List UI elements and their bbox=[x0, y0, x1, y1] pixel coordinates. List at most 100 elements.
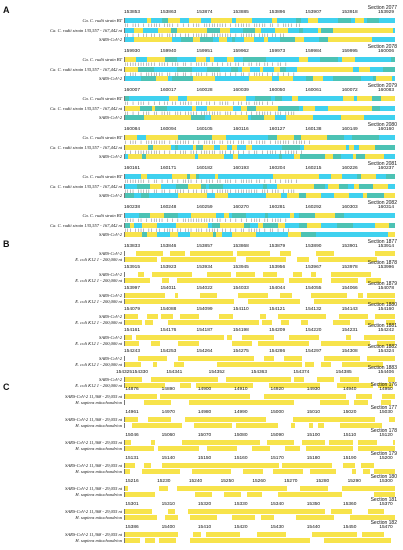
alignment-section: Section 177 14961 14970 14980 14990 15000 1501… bbox=[0, 405, 403, 429]
tick-label: 153907 bbox=[305, 10, 322, 15]
position-ruler: 15301 15310 15320 15330 15340 15350 15360 15370 bbox=[124, 502, 394, 508]
tick-label: 15030 bbox=[379, 410, 393, 415]
tick-label: 160006 bbox=[377, 49, 395, 54]
alignment-section: Section 1879 153997 154011 154022 154033 1540… bbox=[0, 281, 403, 304]
alignment-section: Section 181 15301 15310 15320 15330 15340 1535… bbox=[0, 497, 403, 521]
tick-label: 15120 bbox=[379, 433, 393, 438]
sequence-track bbox=[124, 377, 395, 382]
tick-label: 153956 bbox=[269, 265, 286, 270]
position-ruler: 154079 154088 154099 154110 154121 154132 1541… bbox=[124, 307, 394, 313]
tick-label: 14876 bbox=[125, 387, 139, 392]
sequence-track bbox=[124, 257, 395, 262]
sequence-track bbox=[124, 335, 395, 340]
sequence-label: SARS-CoV-2 11,368 - 29,055 nt bbox=[65, 509, 122, 514]
alignment-section: Section 2081 160161 160171 160182 160193 1602… bbox=[0, 161, 403, 201]
match-line: | ||| | |||||||| | |||||| | | ||||| || |… bbox=[124, 140, 312, 144]
match-line: || | | || || || |||| | || |||||| |||||||… bbox=[124, 33, 285, 37]
sequence-track bbox=[124, 362, 395, 367]
sequence-label: SARS-CoV-2 bbox=[99, 272, 122, 277]
sequence-track bbox=[124, 446, 395, 451]
tick-label: 160050 bbox=[269, 88, 286, 93]
sequence-label: H. sapiens mitochondrion bbox=[75, 515, 122, 520]
tick-label: 153978 bbox=[341, 265, 358, 270]
tick-label: 160204 bbox=[269, 166, 286, 171]
alignment-section: Section 1878 153915 153923 153934 153945 1539… bbox=[0, 260, 403, 283]
tick-label: 15200 bbox=[379, 456, 393, 461]
sequence-track bbox=[124, 356, 395, 361]
tick-label: 153874 bbox=[196, 10, 213, 15]
tick-label: 154033 bbox=[232, 286, 249, 291]
tick-label: 160017 bbox=[160, 88, 177, 93]
tick-label: 15470 bbox=[379, 525, 393, 530]
sequence-track bbox=[124, 314, 395, 319]
panel-letter: B bbox=[3, 239, 10, 249]
tick-label: 154121 bbox=[269, 307, 286, 312]
alignment-section: Section 1881 154161 154176 154187 154198 1542… bbox=[0, 323, 403, 346]
sequence-track bbox=[124, 37, 395, 42]
tick-label: 154308 bbox=[341, 349, 358, 354]
sequence-track bbox=[124, 469, 395, 474]
tick-label: 154352 bbox=[208, 370, 225, 375]
section-label: Section 2080 bbox=[367, 122, 397, 128]
tick-label: 159973 bbox=[269, 49, 286, 54]
section-label: Section 2078 bbox=[367, 44, 397, 50]
sequence-track bbox=[124, 293, 395, 298]
sequence-track bbox=[124, 320, 395, 325]
sequence-label: Ca. C. rudii strain 135,557 - 167,442 nt bbox=[50, 67, 122, 72]
sequence-label: E. coli K12 1 - 200,000 nt bbox=[75, 257, 122, 262]
tick-label: 160281 bbox=[269, 205, 286, 210]
sequence-track bbox=[124, 463, 395, 468]
sequence-label: E. coli K12 1 - 200,000 nt bbox=[75, 341, 122, 346]
tick-label: 15440 bbox=[306, 525, 321, 530]
position-ruler: 159930 159940 159951 159962 159973 159984 1599… bbox=[124, 49, 394, 55]
tick-label: 153853 bbox=[123, 10, 141, 15]
tick-label: 159984 bbox=[305, 49, 322, 54]
tick-label: 15400 bbox=[161, 525, 175, 530]
tick-label: 15250 bbox=[220, 479, 234, 484]
tick-label: 153945 bbox=[232, 265, 249, 270]
tick-label: 153896 bbox=[269, 10, 286, 15]
sequence-label: Ca. C. rudii strain BT bbox=[82, 174, 122, 179]
tick-label: 153996 bbox=[377, 265, 395, 270]
tick-label: 14890 bbox=[161, 387, 175, 392]
section-label: Section 1882 bbox=[367, 344, 397, 350]
sequence-label: Ca. C. rudii strain 135,557 - 167,442 nt bbox=[50, 28, 122, 33]
tick-label: 160007 bbox=[123, 88, 141, 93]
sequence-track bbox=[124, 106, 395, 111]
tick-label: 15140 bbox=[161, 456, 175, 461]
section-label: Section 182 bbox=[370, 520, 397, 526]
tick-label: 159995 bbox=[341, 49, 358, 54]
tick-label: 153890 bbox=[305, 244, 322, 249]
tick-label: 14940 bbox=[343, 387, 357, 392]
tick-label: 15290 bbox=[347, 479, 361, 484]
section-label: Section 2082 bbox=[367, 200, 397, 206]
alignment-section: Section 182 15386 15400 15410 15420 15430 1544… bbox=[0, 520, 403, 544]
tick-label: 154176 bbox=[160, 328, 177, 333]
sequence-label: Ca. C. rudii strain 135,557 - 167,442 nt bbox=[50, 223, 122, 228]
tick-label: 154286 bbox=[269, 349, 286, 354]
section-label: Section 180 bbox=[370, 474, 397, 480]
tick-label: 160248 bbox=[160, 205, 177, 210]
position-ruler: 160238 160248 160259 160270 160281 160292 1603… bbox=[124, 205, 394, 211]
tick-label: 154324 bbox=[377, 349, 395, 354]
tick-label: 154231 bbox=[341, 328, 358, 333]
tick-label: 15190 bbox=[343, 456, 357, 461]
position-ruler: 15216 15230 15240 15250 15260 15270 15280 15290… bbox=[124, 479, 394, 485]
position-ruler: 160084 160094 160105 160116 160127 160138 1601… bbox=[124, 127, 394, 133]
tick-label: 159962 bbox=[232, 49, 249, 54]
sequence-track bbox=[124, 57, 395, 62]
position-ruler: 15131 15140 15150 15160 15170 15180 15190 15200 bbox=[124, 456, 394, 462]
tick-label: 15160 bbox=[234, 456, 248, 461]
tick-label: 15010 bbox=[306, 410, 321, 415]
position-ruler: 14961 14970 14980 14990 15000 15010 15020 15030 bbox=[124, 410, 394, 416]
tick-label: 153857 bbox=[196, 244, 213, 249]
tick-label: 15230 bbox=[157, 479, 171, 484]
tick-label: 153929 bbox=[377, 10, 395, 15]
tick-label: 160238 bbox=[123, 205, 141, 210]
tick-label: 15240 bbox=[188, 479, 203, 484]
panel-letter: C bbox=[3, 382, 10, 392]
tick-label: 15340 bbox=[270, 502, 284, 507]
tick-label: 15360 bbox=[343, 502, 357, 507]
position-ruler: 160161 160171 160182 160193 160204 160215 1602… bbox=[124, 166, 394, 172]
